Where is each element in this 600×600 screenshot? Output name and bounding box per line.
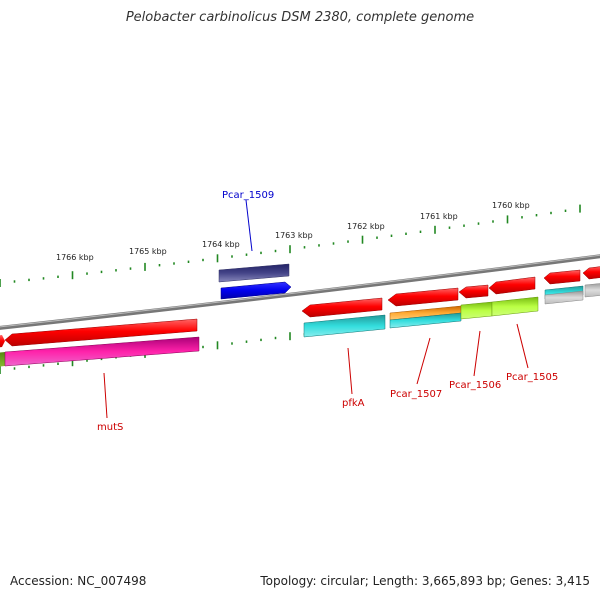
gene-left-edge-olive[interactable] xyxy=(0,352,5,367)
genome-title: Pelobacter carbinolicus DSM 2380, comple… xyxy=(125,10,475,25)
gene-right-grey-small[interactable] xyxy=(544,290,584,305)
leader-pfka xyxy=(347,347,353,395)
gene-pcar1507-teal[interactable] xyxy=(389,312,462,329)
gene-pcar1505-red[interactable] xyxy=(488,276,536,295)
scale-label-1763: 1763 kbp xyxy=(275,231,313,240)
gene-muts-magenta[interactable] xyxy=(4,336,200,367)
gene-pcar1506-lime[interactable] xyxy=(460,301,493,320)
scale-label-1765: 1765 kbp xyxy=(129,247,167,256)
leader-pcar1506 xyxy=(473,330,481,377)
gene-pcar1509-blue[interactable] xyxy=(220,281,292,300)
outer-tick-row xyxy=(0,204,581,287)
scale-label-1766: 1766 kbp xyxy=(56,253,94,262)
genome-backbone-highlight xyxy=(0,254,600,328)
scale-label-1764: 1764 kbp xyxy=(202,240,240,249)
gene-pcar1507-red[interactable] xyxy=(387,287,459,307)
gene-pfka-teal[interactable] xyxy=(303,314,386,338)
leader-muts xyxy=(103,372,108,419)
gene-label-pcar1505[interactable]: Pcar_1505 xyxy=(506,372,558,383)
scale-labels: 1766 kbp 1765 kbp 1764 kbp 1763 kbp 1762… xyxy=(56,201,530,262)
gene-right-red-2[interactable] xyxy=(582,266,600,280)
leader-pcar1509 xyxy=(245,199,253,252)
genome-summary: Topology: circular; Length: 3,665,893 bp… xyxy=(260,574,590,588)
gene-label-pcar1509[interactable]: Pcar_1509 xyxy=(222,190,274,201)
gene-pcar1509-slate[interactable] xyxy=(218,263,290,283)
accession-label: Accession: NC_007498 xyxy=(10,574,147,588)
gene-right-red-1[interactable] xyxy=(543,269,581,285)
gene-label-pfka[interactable]: pfkA xyxy=(342,398,365,409)
gene-muts-red[interactable] xyxy=(4,318,198,347)
gene-label-muts[interactable]: mutS xyxy=(97,422,123,433)
scale-label-1762: 1762 kbp xyxy=(347,222,385,231)
leader-pcar1507 xyxy=(416,337,431,385)
gene-pcar1505-lime[interactable] xyxy=(491,296,539,317)
genome-backbone xyxy=(0,254,600,330)
gene-pfka-red[interactable] xyxy=(301,297,383,318)
gene-label-pcar1506[interactable]: Pcar_1506 xyxy=(449,380,501,391)
leader-pcar1505 xyxy=(516,323,529,369)
gene-left-edge-red[interactable] xyxy=(0,335,5,348)
gene-right-grey[interactable] xyxy=(584,283,600,298)
scale-label-1760: 1760 kbp xyxy=(492,201,530,210)
gene-label-pcar1507[interactable]: Pcar_1507 xyxy=(390,389,442,400)
gene-pcar1506-red[interactable] xyxy=(458,284,489,299)
scale-label-1761: 1761 kbp xyxy=(420,212,458,221)
